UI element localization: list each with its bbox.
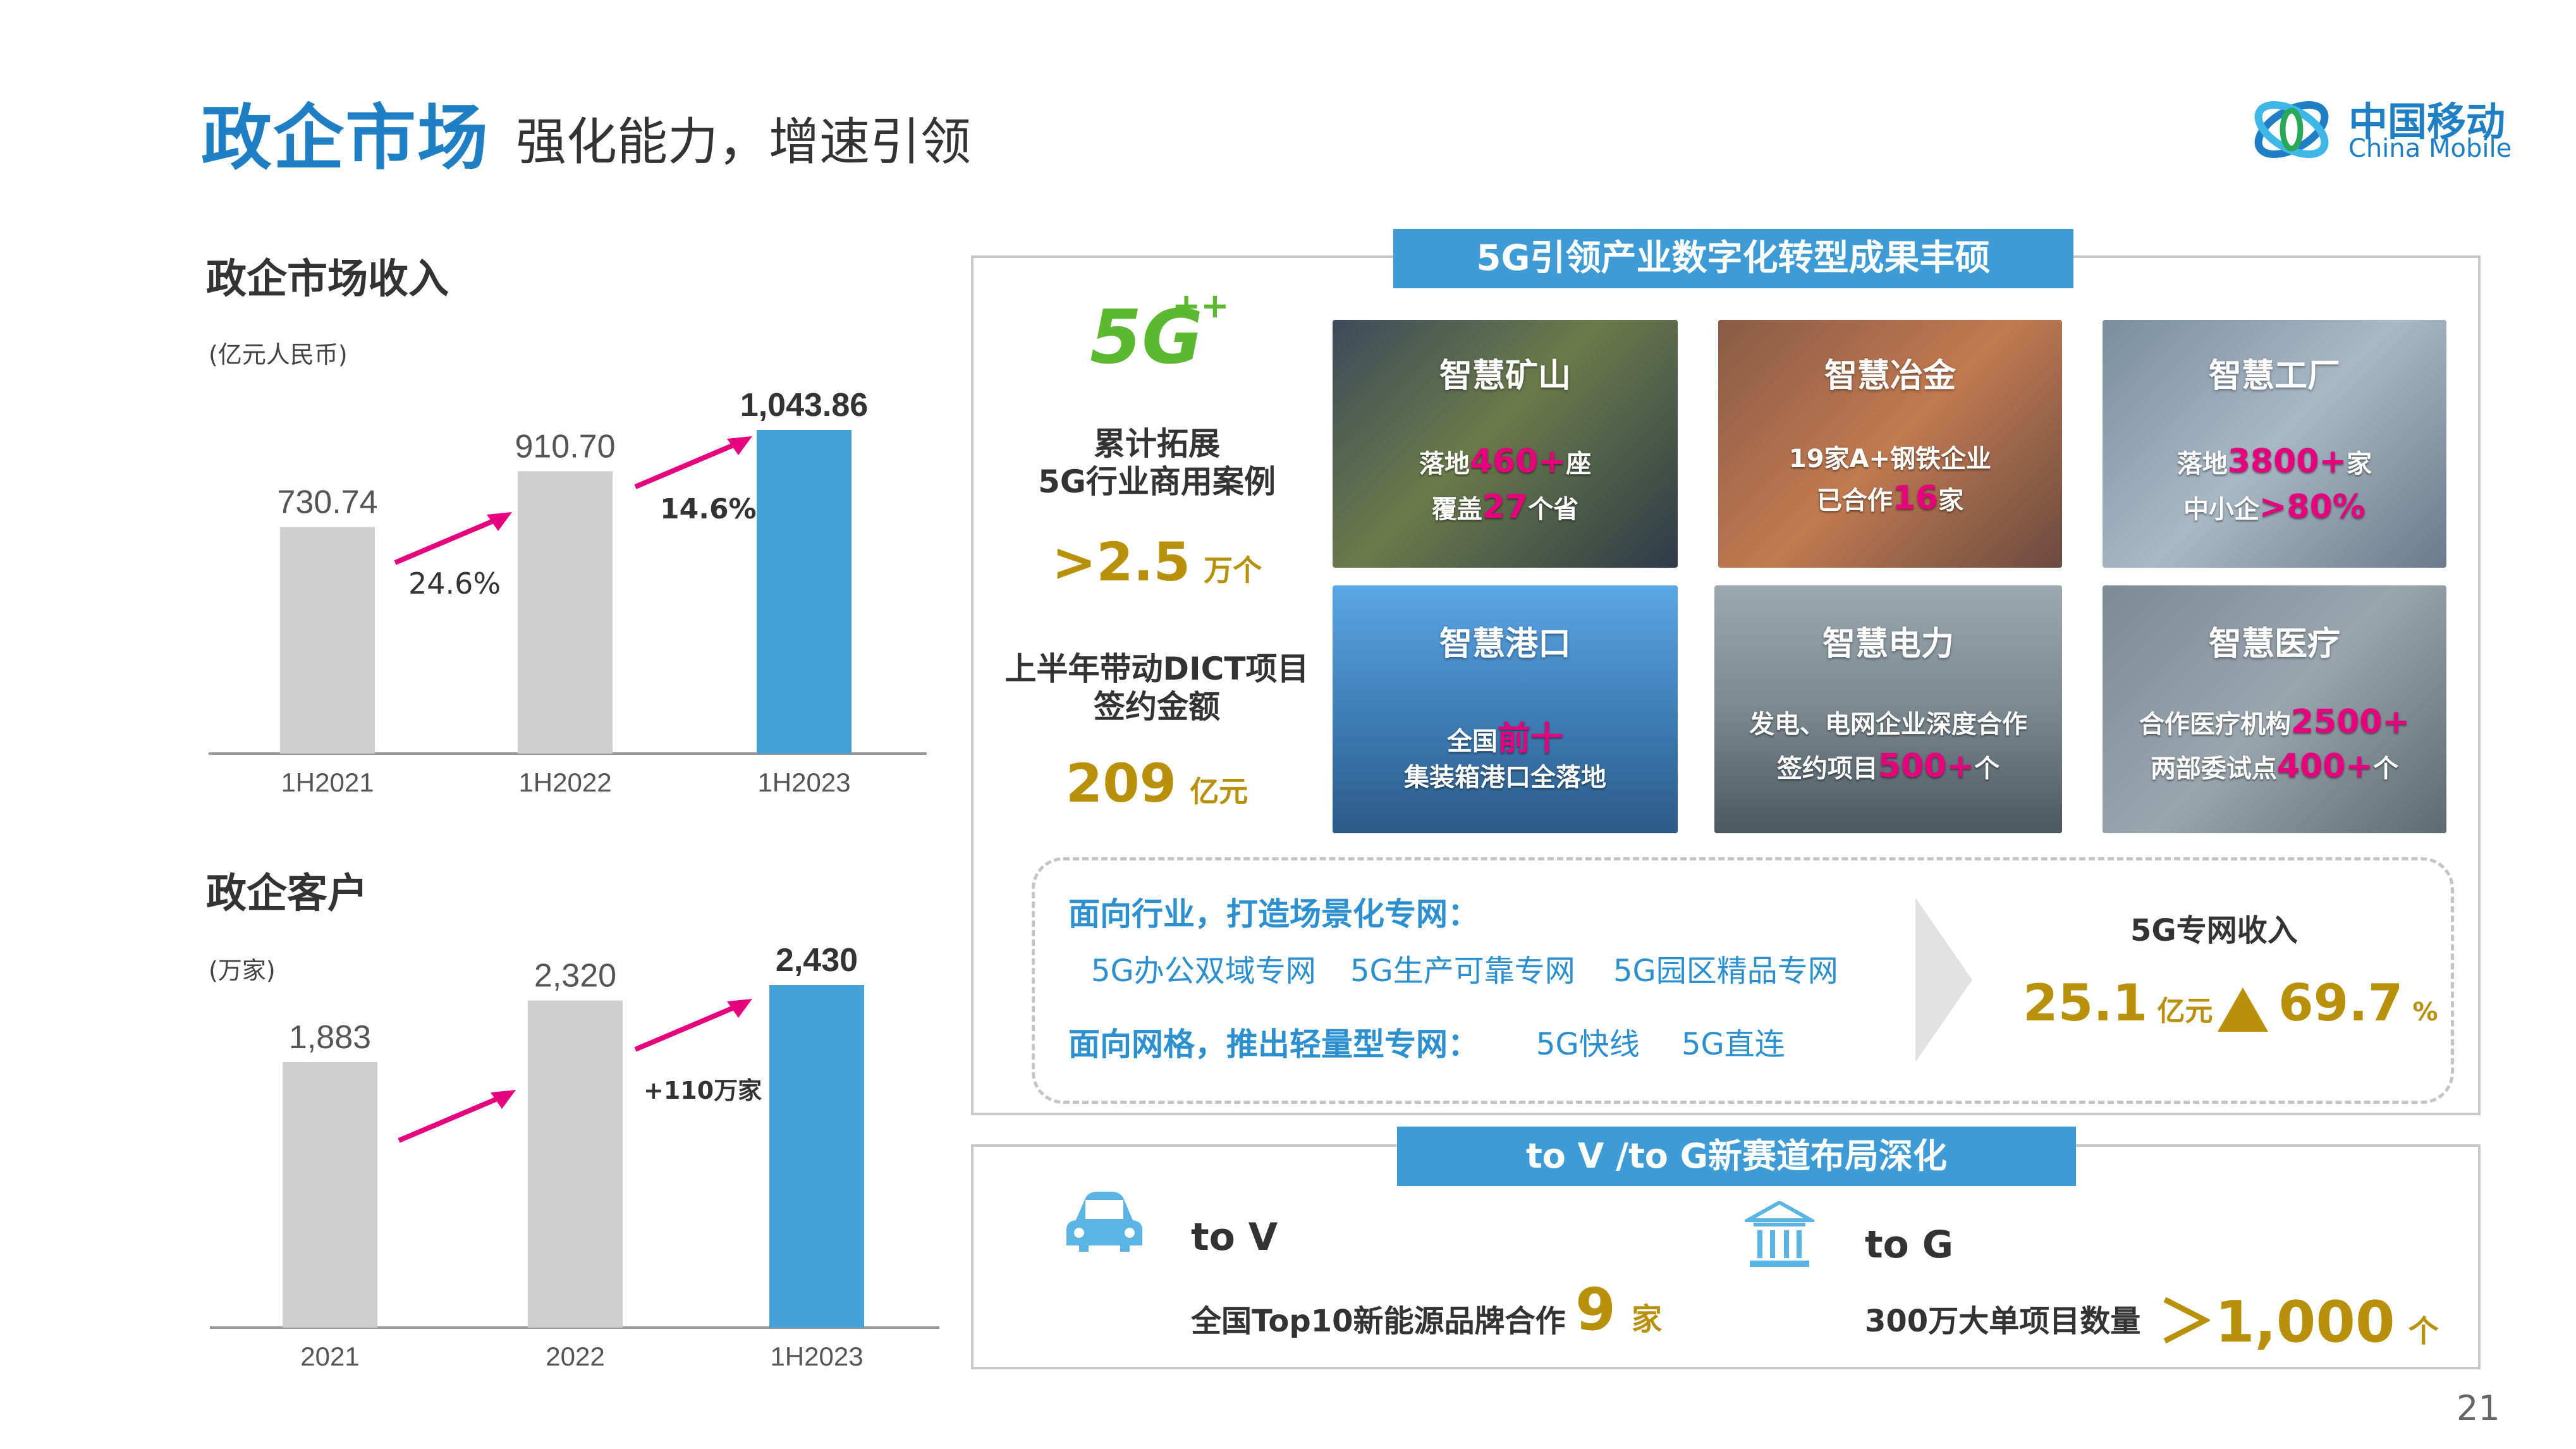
revenue-title: 政企市场收入 [206, 256, 449, 303]
data-label: 730.74 [277, 484, 377, 521]
tile-smart-metallurgy: 智慧冶金 19家A+钢铁企业 已合作16家 [1718, 320, 2062, 568]
stat1-unit: 万个 [1204, 553, 1262, 587]
5g-logo-icon: 5G [1090, 293, 1203, 381]
car-icon [1066, 1192, 1142, 1252]
page-number: 21 [2457, 1388, 2500, 1428]
industry-item-3: 5G园区精品专网 [1613, 953, 1838, 989]
tile-smart-factory: 智慧工厂 落地3800+家 中小企>80% [2103, 320, 2446, 568]
category-label: 1H2022 [518, 767, 611, 797]
revenue-chart: 730.74 1H2021 910.70 1H2022 1,043.86 1H2023 [209, 387, 927, 797]
to-v-title: to V [1191, 1215, 1278, 1259]
tile-smart-mining: 智慧矿山 落地460+座 覆盖27个省 [1333, 320, 1678, 568]
revenue-unit: (亿元人民币) [209, 341, 348, 369]
grid-heading: 面向网格，推出轻量型专网： [1068, 1026, 1479, 1063]
page-subtitle: 强化能力，增速引领 [516, 113, 971, 171]
page-title: 政企市场 [201, 97, 489, 180]
category-label: 1H2021 [281, 767, 374, 797]
to-g-text: 300万大单项目数量 [1865, 1304, 2141, 1339]
digital-banner: 5G引领产业数字化转型成果丰硕 [1393, 229, 2073, 288]
grid-item-1: 5G快线 [1536, 1027, 1640, 1062]
5g-revenue-unit: 亿元 [2157, 995, 2213, 1027]
stat1-value: >2.5 [1051, 531, 1191, 593]
category-label: 1H2023 [770, 1342, 863, 1371]
data-label: 2,430 [776, 942, 858, 979]
growth-arrow-1 [394, 512, 512, 565]
stat2-label-2: 签约金额 [1094, 688, 1220, 725]
revenue-growth-2: 14.6% [660, 493, 757, 525]
industry-item-2: 5G生产可靠专网 [1350, 953, 1575, 989]
grid-item-2: 5G直连 [1682, 1027, 1785, 1062]
data-label: 1,883 [289, 1019, 371, 1056]
industry-item-1: 5G办公双域专网 [1091, 953, 1316, 989]
government-building-icon [1745, 1201, 1814, 1267]
bar-1H2022 [518, 471, 613, 754]
customers-growth-label: +110万家 [644, 1077, 762, 1104]
to-g-title: to G [1865, 1223, 1954, 1267]
customers-chart: 1,883 2021 2,320 2022 2,430 1H2023 [210, 942, 939, 1371]
to-g-value: ＞1,000 [2158, 1289, 2395, 1355]
category-label: 2022 [546, 1342, 604, 1371]
to-v-unit: 家 [1632, 1302, 1663, 1337]
5g-revenue-growth: 69.7 [2278, 974, 2403, 1032]
stat2-label-1: 上半年带动DICT项目 [1004, 651, 1309, 687]
chevron-right-icon [1915, 898, 1972, 1062]
growth-arrow-2 [634, 436, 752, 489]
tile-smart-medical: 智慧医疗 合作医疗机构2500+ 两部委试点400+个 [2103, 585, 2446, 833]
customers-arrow-1 [398, 1090, 516, 1143]
bar-2022 [528, 1000, 623, 1328]
5g-revenue-label: 5G专网收入 [2130, 913, 2298, 948]
bar-2021 [283, 1062, 377, 1328]
tovg-banner: to V /to G新赛道布局深化 [1397, 1127, 2076, 1186]
stat2-unit: 亿元 [1190, 774, 1248, 809]
stat1-label-2: 5G行业商用案例 [1038, 463, 1276, 500]
tile-smart-port: 智慧港口 全国前十 集装箱港口全落地 [1333, 585, 1678, 833]
tile-smart-power: 智慧电力 发电、电网企业深度合作 签约项目500+个 [1714, 585, 2062, 833]
customers-title: 政企客户 [206, 871, 368, 917]
customers-unit: (万家) [209, 957, 276, 984]
stat2-value: 209 [1065, 752, 1177, 814]
revenue-growth-1: 24.6% [408, 566, 501, 601]
category-label: 1H2023 [757, 767, 850, 797]
customers-arrow-2 [634, 999, 752, 1052]
5g-revenue-growth-unit: % [2412, 998, 2438, 1027]
china-mobile-logo-icon [2250, 89, 2333, 171]
bar-1H2023 [769, 985, 864, 1328]
data-label: 2,320 [534, 958, 616, 994]
5g-revenue-value: 25.1 [2023, 974, 2148, 1032]
private-network-panel [1032, 857, 2454, 1104]
category-label: 2021 [300, 1342, 359, 1371]
to-g-unit: 个 [2408, 1314, 2439, 1349]
industry-heading: 面向行业，打造场景化专网： [1068, 896, 1479, 932]
to-v-value: 9 [1575, 1276, 1616, 1343]
data-label: 910.70 [515, 428, 615, 465]
data-label: 1,043.86 [740, 387, 868, 424]
logo-en-text: China Mobile [2348, 134, 2512, 163]
stat1-label-1: 累计拓展 [1094, 425, 1220, 462]
to-v-text: 全国Top10新能源品牌合作 [1191, 1304, 1566, 1339]
logo-cn-text: 中国移动 [2348, 99, 2506, 145]
bar-1H2021 [280, 527, 375, 754]
bar-1H2023 [757, 430, 852, 754]
up-triangle-icon [2218, 987, 2268, 1032]
5g-plus-icon: ++ [1172, 286, 1230, 326]
